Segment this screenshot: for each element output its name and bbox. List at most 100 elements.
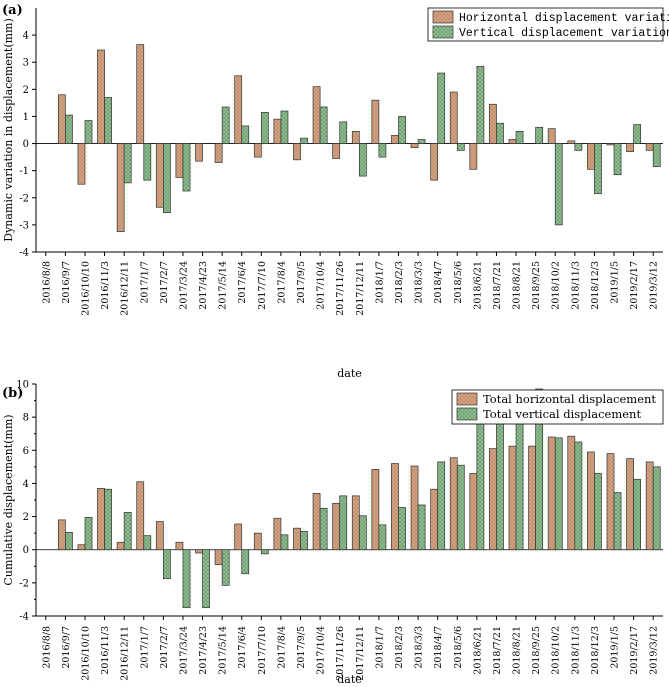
y-tick-label: 6 [23, 446, 29, 457]
panel-a: -4 -3 -2 -1 0 1 2 3 4 2016/8/8 2016/9/7 2016/10/10 2… [2, 3, 669, 380]
x-tick-label: 2016/9/7 [61, 626, 72, 669]
vertical-bar [437, 461, 446, 551]
vertical-bar [241, 125, 250, 144]
horizontal-bar [528, 445, 536, 551]
x-tick-label: 2017/5/14 [218, 261, 229, 310]
vertical-bar [260, 549, 269, 555]
vertical-bar [182, 143, 191, 192]
x-tick-label: 2017/7/10 [257, 261, 268, 310]
panel-label: (b) [2, 386, 23, 401]
x-tick-label: 2016/10/10 [80, 626, 91, 681]
vertical-bar [123, 512, 132, 551]
x-tick-label: 2018/1/7 [374, 626, 385, 669]
y-tick-label: -2 [19, 578, 29, 589]
horizontal-bar [508, 445, 517, 551]
horizontal-bar [155, 521, 164, 551]
vertical-bar [280, 110, 289, 144]
legend-label: Vertical displacement variation [459, 27, 669, 40]
legend-swatch [456, 407, 478, 421]
horizontal-bar [587, 451, 595, 551]
x-tick-label: 2018/2/3 [394, 261, 405, 304]
vertical-bar [496, 122, 504, 144]
horizontal-bar [371, 99, 380, 144]
vertical-bar [417, 504, 426, 551]
horizontal-bar [195, 549, 203, 554]
vertical-bar [574, 441, 583, 551]
y-tick-label: -4 [19, 612, 29, 623]
horizontal-bar [214, 549, 223, 565]
vertical-bar [535, 126, 544, 144]
x-tick-label: 2017/3/24 [178, 261, 189, 310]
horizontal-bar [410, 465, 419, 551]
x-tick-label: 2018/7/21 [492, 626, 503, 675]
x-tick-label: 2016/12/11 [120, 626, 131, 681]
x-tick-label: 2018/11/3 [570, 261, 581, 310]
horizontal-bar [214, 143, 223, 163]
horizontal-bar [606, 143, 615, 146]
vertical-bar [476, 417, 485, 551]
x-tick-label: 2017/9/5 [296, 261, 307, 304]
vertical-bar [554, 437, 563, 551]
y-tick-label: 0 [23, 139, 29, 150]
vertical-bar [123, 143, 132, 184]
x-tick-label: 2017/9/5 [296, 626, 307, 669]
vertical-bar [358, 515, 367, 551]
vertical-bar [143, 143, 152, 181]
y-tick-label: -3 [19, 220, 29, 231]
x-tick-label: 2017/12/11 [355, 626, 366, 681]
horizontal-bar [351, 131, 360, 144]
x-tick-label: 2017/5/14 [218, 626, 229, 675]
x-tick-label: 2016/9/7 [61, 261, 72, 304]
vertical-bar [652, 143, 661, 167]
y-tick-label: 2 [23, 512, 29, 523]
horizontal-bar [234, 75, 243, 144]
vertical-bar [280, 534, 289, 551]
legend-swatch [432, 25, 454, 39]
x-tick-label: 2018/3/3 [414, 261, 425, 304]
horizontal-bar [175, 143, 184, 178]
horizontal-bar [97, 49, 105, 144]
x-tick-label: 2017/6/4 [237, 626, 248, 669]
x-tick-label: 2016/8/8 [41, 261, 52, 304]
y-tick-label: 3 [23, 58, 29, 69]
vertical-bar [594, 143, 602, 195]
y-axis-label: Cumulative displacement(mm) [2, 414, 15, 585]
x-tick-label: 2016/8/8 [41, 626, 52, 669]
x-tick-label: 2017/12/11 [355, 261, 366, 316]
vertical-bar [65, 114, 73, 144]
horizontal-bar [155, 143, 164, 208]
horizontal-bar [567, 435, 576, 551]
x-tick-label: 2017/11/26 [335, 626, 346, 681]
vertical-bar [652, 466, 661, 551]
vertical-bar [319, 507, 328, 551]
vertical-bar [535, 388, 544, 551]
vertical-bar [163, 143, 171, 214]
y-tick-label: 8 [23, 413, 29, 424]
horizontal-bar [391, 463, 399, 551]
horizontal-bar [57, 519, 66, 551]
vertical-bar [358, 143, 367, 177]
horizontal-bar [273, 517, 282, 551]
x-tick-label: 2018/11/3 [570, 626, 581, 675]
horizontal-bar [449, 91, 458, 144]
legend-box [427, 7, 664, 42]
horizontal-bar [645, 143, 654, 151]
horizontal-bar [253, 143, 262, 158]
horizontal-bar [77, 143, 86, 185]
vertical-bar [182, 549, 191, 609]
y-tick-label: 4 [23, 31, 29, 42]
x-tick-label: 2019/3/12 [649, 261, 660, 310]
y-axis-label: Dynamic variation in displacement(mm) [2, 18, 15, 242]
horizontal-bar [57, 94, 66, 144]
horizontal-bar [547, 436, 556, 551]
vertical-bar [378, 143, 387, 158]
x-tick-label: 2018/2/3 [394, 626, 405, 669]
horizontal-bar [547, 128, 556, 144]
vertical-bar [613, 143, 622, 176]
x-tick-label: 2017/11/26 [335, 261, 346, 316]
horizontal-bar [195, 143, 203, 162]
legend-swatch [456, 392, 478, 406]
vertical-bar [339, 121, 348, 144]
horizontal-bar [351, 495, 360, 551]
vertical-bar [417, 139, 426, 144]
